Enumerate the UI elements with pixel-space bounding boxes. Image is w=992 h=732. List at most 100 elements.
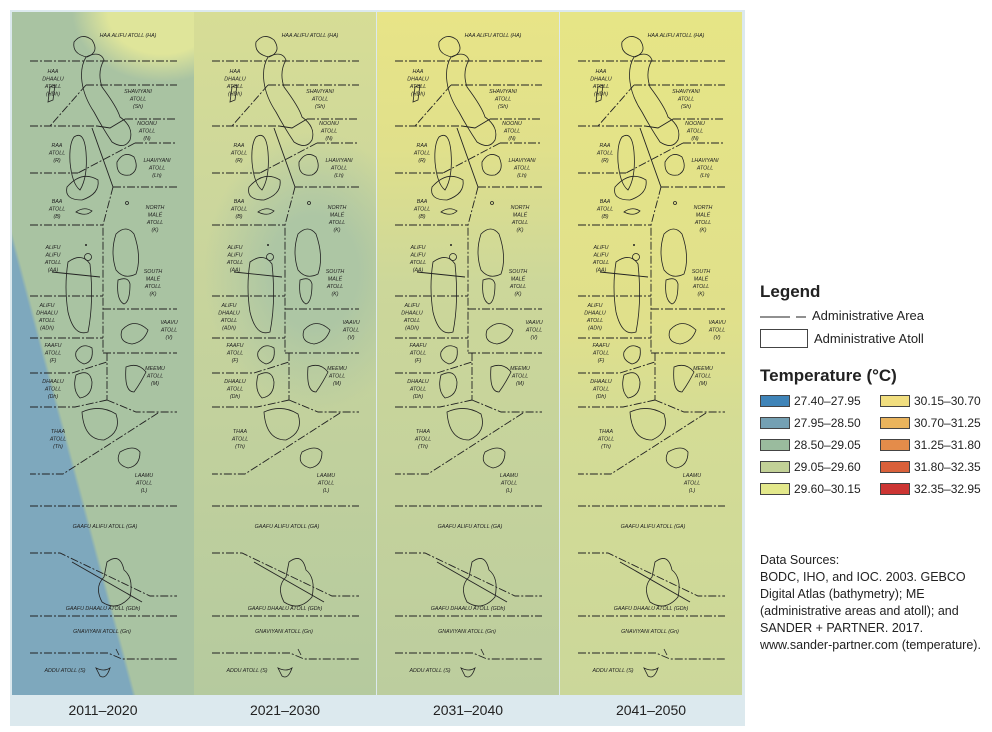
atoll-label: NORTH MALÉ ATOLL (K)	[328, 205, 347, 234]
administrative-area-boundary	[212, 361, 290, 374]
administrative-area-boundary	[597, 84, 635, 127]
administrative-area-boundary	[578, 412, 707, 475]
atoll-outline	[629, 53, 680, 146]
atoll-label: FAAFU ATOLL (F)	[226, 343, 244, 364]
atoll-label: GAAFU ALIFU ATOLL (GA)	[621, 524, 686, 530]
administrative-area-boundary	[467, 186, 479, 353]
atoll-outline	[116, 154, 137, 176]
atoll-label: RAA ATOLL (R)	[596, 143, 613, 164]
atoll-label: SOUTH MALÉ ATOLL (K)	[509, 269, 528, 298]
atoll-label: RAA ATOLL (R)	[413, 143, 430, 164]
administrative-area-boundary	[442, 142, 501, 174]
atoll-outline	[490, 201, 494, 205]
atoll-label: MEEMU ATOLL (M)	[327, 366, 347, 387]
administrative-area-boundary	[619, 561, 691, 603]
atoll-outline	[263, 408, 300, 441]
legend-title: Legend	[760, 282, 821, 301]
administrative-area-boundary	[212, 412, 341, 475]
administrative-area-boundary	[30, 652, 177, 660]
atoll-label: ALIFU ALIFU ATOLL (AA)	[44, 245, 61, 274]
atoll-outline	[431, 175, 464, 201]
temperature-class: 32.35–32.95	[880, 482, 992, 496]
atoll-label: LAAMU ATOLL (L)	[317, 473, 335, 494]
atoll-label: NORTH MALÉ ATOLL (K)	[694, 205, 713, 234]
administrative-area-boundary	[30, 552, 177, 597]
atoll-outline	[307, 201, 311, 205]
administrative-area-boundary	[77, 142, 136, 174]
atoll-outline	[665, 278, 679, 305]
atoll-label: ALIFU DHAALU ATOLL (ADh)	[401, 303, 423, 332]
atoll-label: ADDU ATOLL (S)	[408, 668, 450, 674]
atoll-label: FAAFU ATOLL (F)	[44, 343, 62, 364]
administrative-area-boundary	[30, 412, 159, 475]
atoll-label: VAAVU ATOLL (V)	[708, 320, 726, 341]
atoll-label: LHAVIYANI ATOLL (Lh)	[691, 158, 719, 179]
temperature-class: 30.15–30.70	[880, 394, 992, 408]
atoll-outline	[665, 447, 689, 469]
administrative-area-boundary	[639, 127, 662, 188]
temperature-range-label: 31.80–32.35	[914, 460, 981, 474]
atoll-outline	[66, 175, 99, 201]
atoll-label: GAAFU DHAALU ATOLL (GDh)	[431, 606, 506, 612]
atoll-label: GAAFU ALIFU ATOLL (GA)	[73, 524, 138, 530]
atoll-outline	[247, 257, 274, 334]
atoll-outline	[481, 154, 502, 176]
administrative-area-boundary	[102, 186, 114, 353]
atoll-outline	[460, 667, 476, 678]
temperature-class: 30.70–31.25	[880, 416, 992, 430]
atoll-boundary-map: HAA ALIFU ATOLL (HA) HAA DHAALU ATOLL (HDh) S…	[30, 33, 178, 678]
administrative-area-boundary	[284, 186, 296, 353]
color-swatch	[760, 483, 790, 495]
atoll-label: SHAVIYANI ATOLL (Sh)	[124, 89, 152, 110]
atoll-label: BAA ATOLL (B)	[596, 199, 613, 220]
temperature-range-label: 32.35–32.95	[914, 482, 981, 496]
atoll-label: DHAALU ATOLL (Dh)	[224, 379, 246, 400]
color-swatch	[880, 461, 910, 473]
administrative-area-boundary	[51, 271, 101, 278]
atoll-outline	[294, 228, 321, 277]
atoll-outline	[664, 154, 685, 176]
administrative-area-boundary	[395, 552, 542, 597]
atoll-label: BAA ATOLL (B)	[230, 199, 247, 220]
map-figure: HAA ALIFU ATOLL (HA) HAA DHAALU ATOLL (HDh) S…	[10, 10, 745, 726]
administrative-area-boundary	[578, 361, 656, 374]
atoll-label: ADDU ATOLL (S)	[43, 668, 85, 674]
atoll-outline	[412, 84, 421, 103]
atoll-outline	[482, 447, 506, 469]
legend-admin-atoll: Administrative Atoll	[760, 329, 992, 348]
administrative-area-boundary	[461, 118, 491, 129]
dash-line-icon	[760, 316, 806, 317]
atoll-outline	[623, 345, 641, 365]
administrative-area-boundary	[578, 552, 725, 597]
atoll-label: GAAFU ALIFU ATOLL (GA)	[438, 524, 503, 530]
atoll-outline	[125, 364, 147, 393]
atoll-label: RAA ATOLL (R)	[230, 143, 247, 164]
atoll-outline	[81, 408, 118, 441]
atoll-outline	[632, 253, 640, 261]
atoll-label: MEEMU ATOLL (M)	[145, 366, 165, 387]
atoll-label: NOONU ATOLL (N)	[502, 121, 522, 142]
atoll-outline	[440, 345, 458, 365]
legend-admin-area: Administrative Area	[760, 308, 992, 323]
administrative-area-boundary	[395, 361, 473, 374]
temperature-range-label: 28.50–29.05	[794, 438, 861, 452]
color-swatch	[880, 417, 910, 429]
atoll-label: HAA ALIFU ATOLL (HA)	[465, 33, 522, 39]
atoll-outline	[482, 278, 496, 305]
atoll-label: HAA ALIFU ATOLL (HA)	[282, 33, 339, 39]
atoll-outline	[646, 558, 680, 607]
data-sources: Data Sources: BODC, IHO, and IOC. 2003. …	[760, 552, 990, 654]
atoll-label: VAAVU ATOLL (V)	[160, 320, 178, 341]
atoll-outline	[595, 84, 604, 103]
atoll-outline	[480, 648, 485, 656]
atoll-label: BAA ATOLL (B)	[413, 199, 430, 220]
administrative-area-boundary	[231, 84, 269, 127]
temperature-range-label: 27.95–28.50	[794, 416, 861, 430]
administrative-area-boundary	[471, 399, 542, 413]
atoll-outline	[299, 278, 313, 305]
atoll-label: MEEMU ATOLL (M)	[693, 366, 713, 387]
temperature-range-label: 27.40–27.95	[794, 394, 861, 408]
atoll-outline	[257, 345, 275, 365]
administrative-area-boundary	[625, 142, 684, 174]
atoll-label: GAAFU ALIFU ATOLL (GA)	[255, 524, 320, 530]
